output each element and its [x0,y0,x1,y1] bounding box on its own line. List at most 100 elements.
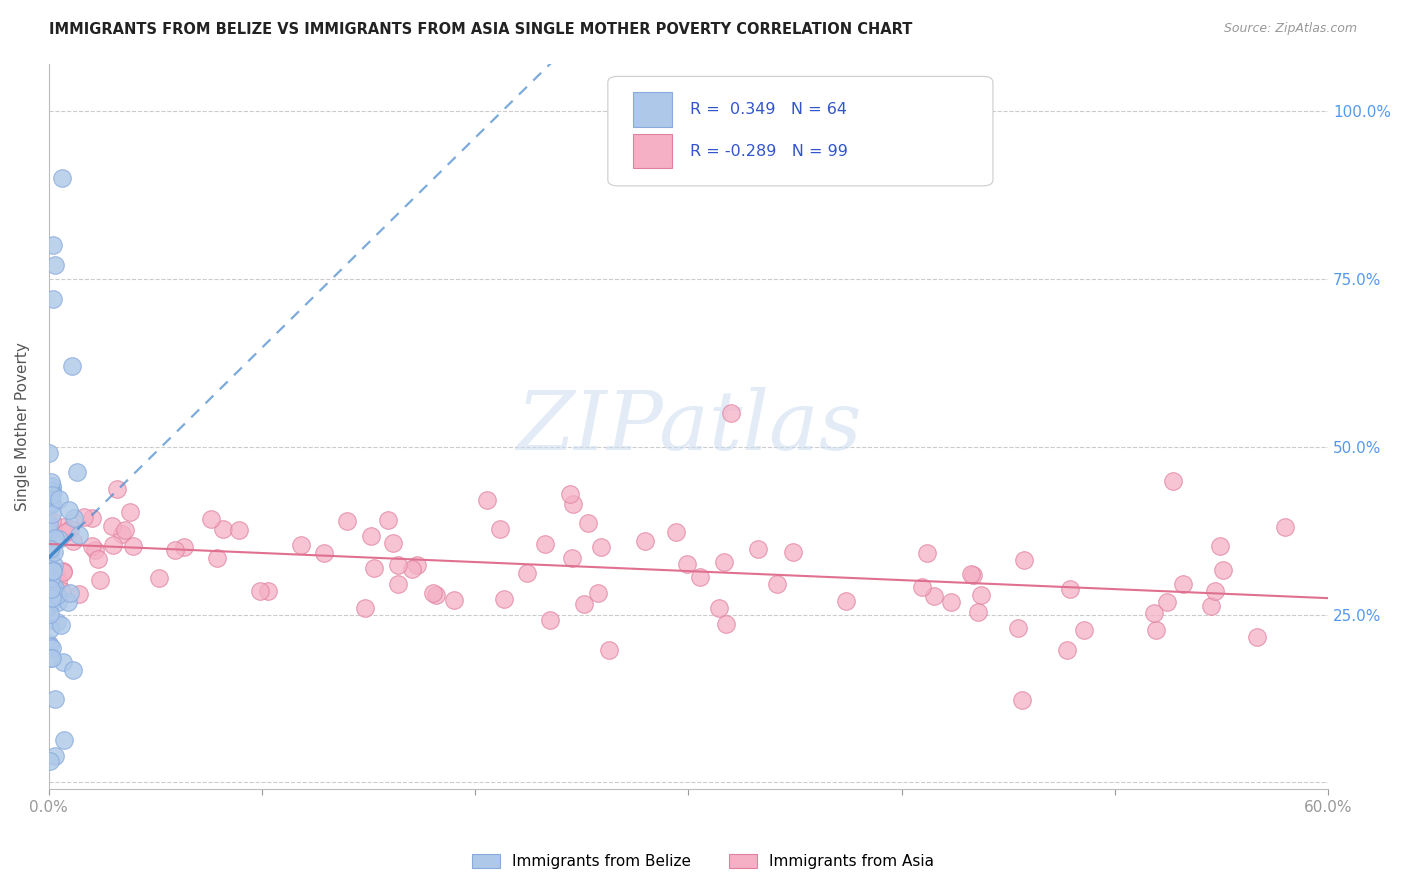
Point [782,545,804,559]
Point [1246,630,1268,644]
Point [52,564,75,578]
Point [44,582,66,596]
Point [1205,583,1227,598]
Point [66,465,89,479]
FancyBboxPatch shape [634,134,672,169]
Point [922,589,945,603]
Point [41,515,63,529]
Point [1056,642,1078,657]
Point [46,594,69,608]
Point [387,577,409,591]
Point [1199,599,1222,613]
FancyBboxPatch shape [634,93,672,128]
Point [52,655,75,669]
Point [1143,606,1166,620]
Point [45,615,67,629]
Point [382,535,405,549]
Point [475,493,498,508]
Point [714,616,737,631]
Point [405,558,427,573]
Point [87,552,110,566]
Point [51,618,73,632]
Point [42,558,65,573]
Point [44,531,66,545]
Point [41,591,63,605]
Point [39,498,62,512]
Point [561,550,583,565]
Point [540,613,562,627]
Point [56,595,79,609]
Point [1144,624,1167,638]
Point [67,527,90,541]
Point [41,564,63,578]
Point [207,550,229,565]
FancyBboxPatch shape [607,77,993,186]
Point [1171,576,1194,591]
Point [111,527,134,541]
Point [42,563,65,577]
Point [38,651,60,665]
Point [38,483,60,498]
Point [38,637,60,651]
Point [713,555,735,569]
Point [42,292,65,306]
Point [1209,539,1232,553]
Point [598,643,620,657]
Point [689,570,711,584]
Point [38,498,60,512]
Point [38,599,60,613]
Point [44,691,66,706]
Point [62,663,84,677]
Point [59,586,82,600]
Point [1073,623,1095,637]
Point [62,534,84,549]
Point [586,585,609,599]
Point [387,558,409,572]
Point [101,537,124,551]
Point [39,596,62,610]
Point [39,755,62,769]
Point [960,566,983,581]
Point [52,733,75,747]
Point [1011,693,1033,707]
Point [41,479,63,493]
Point [38,623,60,637]
Point [46,575,69,590]
Point [534,537,557,551]
Point [422,586,444,600]
Point [835,594,858,608]
Point [163,543,186,558]
Point [39,494,62,508]
Point [363,561,385,575]
Point [962,567,984,582]
Point [114,524,136,538]
Point [572,597,595,611]
Point [38,607,60,622]
Point [1007,621,1029,635]
Point [148,571,170,585]
Point [39,571,62,585]
Point [576,516,599,530]
Point [1059,582,1081,596]
Point [747,542,769,557]
Point [38,516,60,531]
Point [45,566,67,581]
Point [425,588,447,602]
Point [492,592,515,607]
Point [58,502,80,516]
Point [105,483,128,497]
Point [41,495,63,509]
Text: ZIPatlas: ZIPatlas [516,386,862,467]
Point [377,513,399,527]
Point [45,588,67,602]
Point [360,529,382,543]
Point [401,562,423,576]
Point [766,577,789,591]
Point [1012,552,1035,566]
Point [101,518,124,533]
Point [911,580,934,594]
Point [38,571,60,585]
Point [589,540,612,554]
Point [970,588,993,602]
Point [82,511,104,525]
